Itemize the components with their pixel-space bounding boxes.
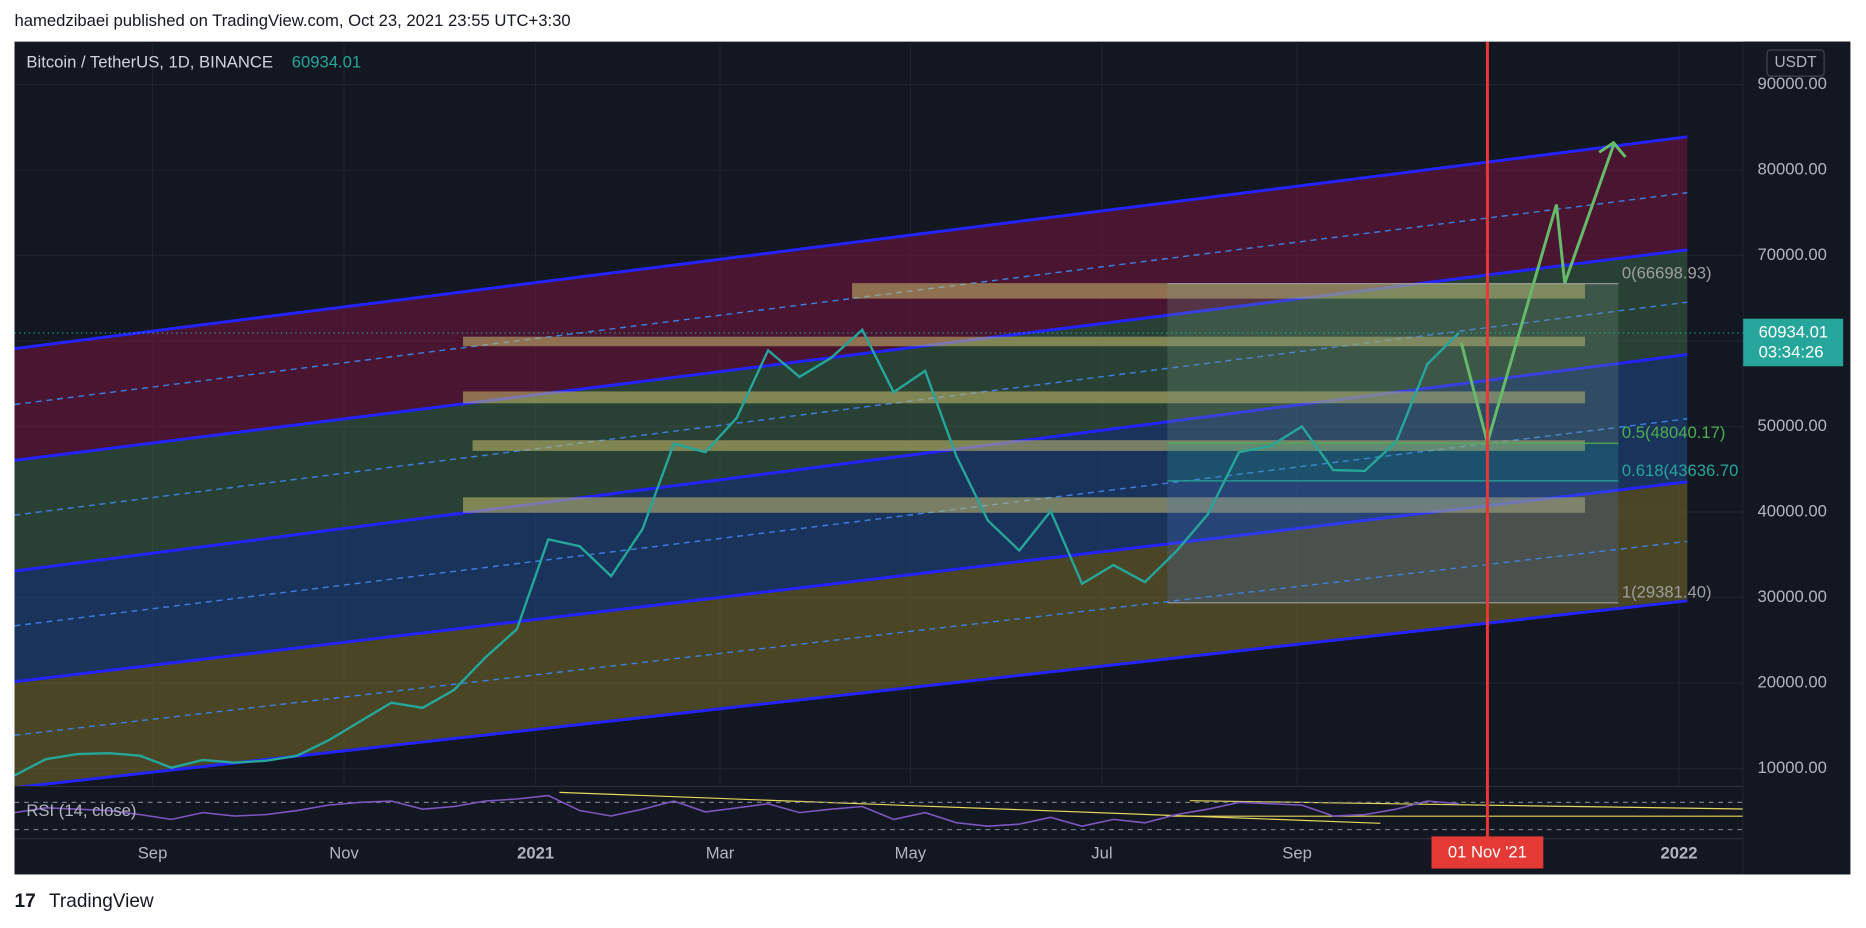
- y-tick-label: 10000.00: [1757, 758, 1826, 777]
- channel-yellow: [14, 481, 1688, 787]
- brand: TradingView: [49, 891, 154, 912]
- price-axis-bg: [1743, 41, 1851, 875]
- y-tick-label: 20000.00: [1757, 672, 1826, 691]
- publisher: hamedzibaei published on TradingView.com…: [15, 11, 571, 30]
- rsi-label: RSI (14, close): [26, 801, 136, 820]
- y-tick-label: 90000.00: [1757, 74, 1826, 93]
- date-marker-tag: [1431, 836, 1544, 869]
- rsi-pane: [14, 791, 1744, 831]
- last-price: 60934.01: [292, 52, 361, 71]
- channel-green: [14, 249, 1688, 572]
- price-tag-value: 60934.01: [1759, 322, 1828, 341]
- fib-zone: [1167, 443, 1619, 481]
- x-tick-label: May: [895, 844, 927, 863]
- arrow-head: [1598, 140, 1627, 158]
- symbol-title: Bitcoin / TetherUS, 1D, BINANCE: [26, 52, 273, 71]
- y-tick-label: 70000.00: [1757, 245, 1826, 264]
- currency: USDT: [1775, 54, 1818, 71]
- fib-label: 0(66698.93): [1622, 264, 1712, 283]
- fib-label: 0.5(48040.17): [1622, 423, 1726, 442]
- fib-zone: [1167, 283, 1619, 444]
- x-tick-label: 2021: [517, 844, 554, 863]
- x-tick-label: Sep: [1282, 844, 1312, 863]
- date-marker-label: 01 Nov '21: [1448, 842, 1527, 861]
- channel-blue: [14, 354, 1688, 682]
- price-tag: [1743, 318, 1844, 367]
- y-tick-label: 50000.00: [1757, 416, 1826, 435]
- y-tick-label: 30000.00: [1757, 587, 1826, 606]
- price-tag-countdown: 03:34:26: [1759, 343, 1824, 362]
- price-pane: 0(66698.93) 0.5(48040.17) 0.618(43636.70 1(…: [14, 41, 1744, 787]
- fib-zone: [1167, 480, 1619, 603]
- rsi-line: [14, 794, 1459, 827]
- projection-arrow: [1459, 144, 1615, 449]
- currency-box: [1766, 49, 1825, 77]
- rsi-trendline: [559, 791, 1381, 824]
- x-tick-label: Nov: [329, 844, 359, 863]
- channel-red: [14, 136, 1688, 461]
- x-tick-label: Mar: [706, 844, 735, 863]
- sr-zones: [463, 283, 1585, 513]
- price-line: [14, 327, 1460, 777]
- y-tick-label: 40000.00: [1757, 501, 1826, 520]
- x-tick-label: Sep: [138, 844, 168, 863]
- y-tick-label: 80000.00: [1757, 159, 1826, 178]
- x-tick-label: 2022: [1660, 844, 1697, 863]
- logo-mark: 17: [15, 891, 36, 912]
- fib-label: 1(29381.40): [1622, 583, 1712, 602]
- x-tick-label: Jul: [1091, 844, 1112, 863]
- fib-label: 0.618(43636.70: [1622, 461, 1739, 480]
